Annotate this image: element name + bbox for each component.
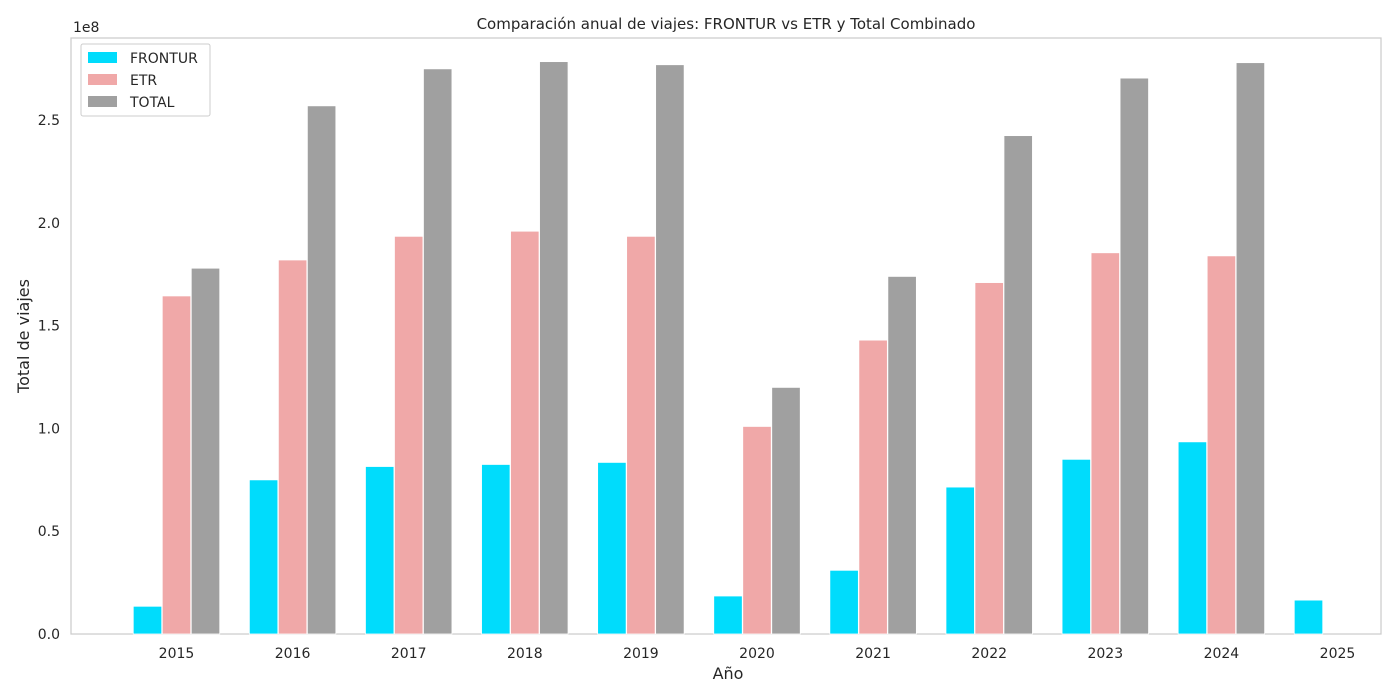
x-tick-labels: 2015 2016 2017 2018 2019 2020 2021 2022 2023 2024… bbox=[159, 646, 1356, 662]
bar-etr-2015 bbox=[161, 295, 192, 635]
y-offset-label: 1e8 bbox=[73, 20, 99, 36]
x-tick-label-2023: 2023 bbox=[1087, 646, 1123, 662]
bar-etr-2024 bbox=[1206, 255, 1237, 635]
y-tick-labels: 0.0 0.5 1.0 1.5 2.0 2.5 bbox=[38, 113, 60, 643]
legend-swatch-frontur bbox=[88, 52, 117, 63]
bar-frontur-2023 bbox=[1061, 458, 1091, 635]
bar-etr-2018 bbox=[510, 230, 540, 635]
legend-label-etr: ETR bbox=[130, 73, 157, 89]
y-tick-label-0.0: 0.0 bbox=[38, 627, 60, 643]
legend-label-total: TOTAL bbox=[129, 95, 175, 111]
bar-frontur-2020 bbox=[713, 595, 743, 635]
x-tick-label-2020: 2020 bbox=[739, 646, 775, 662]
x-tick-label-2018: 2018 bbox=[507, 646, 543, 662]
x-tick-label-2024: 2024 bbox=[1204, 646, 1240, 662]
bar-etr-2021 bbox=[858, 339, 888, 635]
y-tick-label-2.5: 2.5 bbox=[38, 113, 60, 129]
bar-total-2016 bbox=[306, 105, 337, 635]
bar-total-2017 bbox=[423, 68, 453, 635]
bar-frontur-2019 bbox=[597, 461, 627, 635]
bar-etr-2022 bbox=[974, 282, 1004, 635]
chart-title: Comparación anual de viajes: FRONTUR vs … bbox=[477, 15, 976, 33]
bar-total-2020 bbox=[771, 386, 801, 635]
bar-etr-2016 bbox=[277, 259, 308, 635]
bar-frontur-2024 bbox=[1177, 441, 1208, 635]
bar-frontur-2015 bbox=[132, 605, 163, 635]
x-axis-label: Año bbox=[713, 664, 744, 683]
bar-total-2024 bbox=[1235, 62, 1266, 635]
x-tick-label-2025: 2025 bbox=[1320, 646, 1356, 662]
bar-frontur-2025 bbox=[1293, 599, 1324, 635]
bar-total-2015 bbox=[190, 267, 221, 635]
bar-etr-2020 bbox=[742, 426, 772, 635]
x-tick-label-2019: 2019 bbox=[623, 646, 659, 662]
bar-total-2019 bbox=[655, 64, 685, 635]
y-tick-label-0.5: 0.5 bbox=[38, 524, 60, 540]
bar-total-2022 bbox=[1003, 135, 1033, 635]
x-tick-label-2017: 2017 bbox=[391, 646, 427, 662]
legend-swatch-total bbox=[88, 96, 117, 107]
bar-total-2023 bbox=[1119, 77, 1149, 635]
legend-label-frontur: FRONTUR bbox=[130, 51, 198, 67]
bar-frontur-2021 bbox=[829, 569, 859, 635]
legend-swatch-etr bbox=[88, 74, 117, 85]
x-tick-label-2016: 2016 bbox=[275, 646, 311, 662]
x-tick-label-2015: 2015 bbox=[159, 646, 195, 662]
y-tick-label-1.5: 1.5 bbox=[38, 319, 60, 335]
bar-frontur-2016 bbox=[248, 479, 279, 635]
bar-etr-2017 bbox=[394, 235, 424, 635]
bar-etr-2019 bbox=[626, 235, 656, 635]
legend: FRONTUR ETR TOTAL bbox=[80, 43, 211, 117]
bar-etr-2023 bbox=[1090, 252, 1120, 635]
x-tick-label-2021: 2021 bbox=[855, 646, 891, 662]
bars bbox=[132, 61, 1324, 635]
y-axis-label: Total de viajes bbox=[14, 279, 33, 394]
bar-frontur-2022 bbox=[945, 486, 975, 635]
bar-frontur-2018 bbox=[481, 464, 511, 635]
x-tick-label-2022: 2022 bbox=[971, 646, 1007, 662]
y-tick-label-1.0: 1.0 bbox=[38, 421, 60, 437]
bar-total-2018 bbox=[539, 61, 569, 635]
y-tick-label-2.0: 2.0 bbox=[38, 216, 60, 232]
bar-frontur-2017 bbox=[365, 466, 395, 635]
bar-total-2021 bbox=[887, 275, 917, 635]
